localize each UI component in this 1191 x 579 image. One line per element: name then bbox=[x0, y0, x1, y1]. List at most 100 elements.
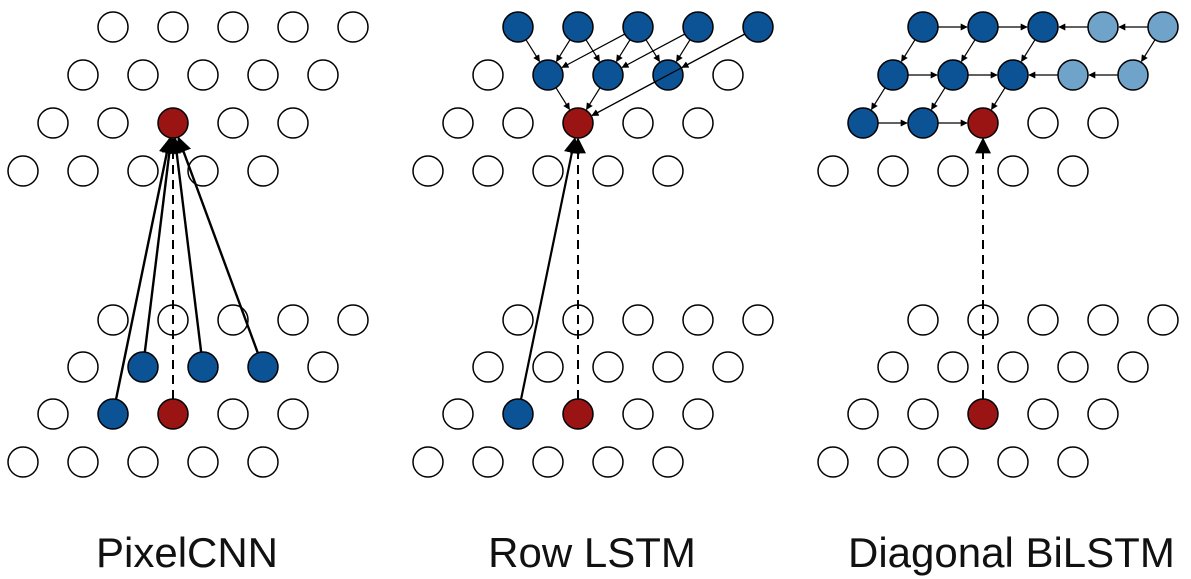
current-pixel bbox=[562, 107, 594, 139]
pixel bbox=[682, 304, 714, 336]
reverse-context-pixel bbox=[1147, 11, 1179, 43]
pixel bbox=[1117, 351, 1149, 383]
context-pixel bbox=[97, 398, 129, 430]
pixel bbox=[532, 351, 564, 383]
pixel bbox=[907, 304, 939, 336]
pixel bbox=[67, 351, 99, 383]
pixel bbox=[37, 398, 69, 430]
pixel bbox=[307, 351, 339, 383]
pixel bbox=[622, 398, 654, 430]
context-pixel bbox=[1027, 11, 1059, 43]
pixel bbox=[1027, 304, 1059, 336]
pixel bbox=[247, 59, 279, 91]
pixel bbox=[127, 446, 159, 478]
pixel bbox=[1057, 155, 1089, 187]
state-arrow bbox=[525, 39, 541, 63]
pixel bbox=[502, 304, 534, 336]
pixel bbox=[622, 107, 654, 139]
pixel bbox=[217, 304, 249, 336]
context-pixel bbox=[127, 351, 159, 383]
pixel bbox=[67, 446, 99, 478]
context-pixel bbox=[742, 11, 774, 43]
pixel bbox=[592, 155, 624, 187]
dependency-arrow bbox=[168, 137, 203, 353]
dependency-arrow bbox=[114, 137, 175, 400]
state-arrow bbox=[591, 33, 746, 117]
pixel bbox=[307, 59, 339, 91]
pixel bbox=[652, 351, 684, 383]
pixel bbox=[1057, 351, 1089, 383]
pixel bbox=[877, 446, 909, 478]
pixel bbox=[1147, 304, 1179, 336]
reverse-context-pixel bbox=[1057, 59, 1089, 91]
pixel bbox=[592, 446, 624, 478]
pixel bbox=[187, 59, 219, 91]
state-arrow bbox=[990, 87, 1006, 111]
context-pixel bbox=[247, 351, 279, 383]
pixel bbox=[682, 398, 714, 430]
pixel bbox=[277, 11, 309, 43]
dependency-arrow bbox=[176, 136, 259, 354]
pixel bbox=[157, 11, 189, 43]
pixel bbox=[712, 59, 744, 91]
context-pixel bbox=[937, 59, 969, 91]
current-pixel bbox=[967, 107, 999, 139]
pixel bbox=[67, 155, 99, 187]
context-pixel bbox=[187, 351, 219, 383]
state-arrow bbox=[555, 87, 571, 111]
pixel bbox=[187, 446, 219, 478]
pixel bbox=[1057, 446, 1089, 478]
context-pixel bbox=[562, 11, 594, 43]
current-pixel bbox=[157, 107, 189, 139]
state-arrow bbox=[900, 39, 916, 63]
state-arrow bbox=[555, 39, 571, 63]
pixel bbox=[217, 107, 249, 139]
pixel bbox=[1087, 304, 1119, 336]
state-arrow bbox=[561, 33, 626, 69]
context-pixel bbox=[502, 398, 534, 430]
pixel bbox=[412, 446, 444, 478]
pixel bbox=[997, 351, 1029, 383]
state-arrow bbox=[621, 33, 686, 69]
pixel bbox=[877, 351, 909, 383]
pixel bbox=[442, 107, 474, 139]
pixel bbox=[847, 398, 879, 430]
pixel bbox=[937, 351, 969, 383]
state-arrow bbox=[930, 87, 946, 111]
pixel bbox=[127, 59, 159, 91]
context-pixel bbox=[622, 11, 654, 43]
pixel bbox=[937, 446, 969, 478]
pixel bbox=[622, 304, 654, 336]
pixel bbox=[247, 155, 279, 187]
pixel bbox=[337, 11, 369, 43]
caption-pixelcnn: PixelCNN bbox=[95, 529, 279, 576]
context-pixel bbox=[997, 59, 1029, 91]
pixel bbox=[337, 304, 369, 336]
pixel bbox=[652, 155, 684, 187]
pixel bbox=[472, 351, 504, 383]
pixel bbox=[472, 155, 504, 187]
pixel bbox=[907, 398, 939, 430]
pixel bbox=[7, 446, 39, 478]
state-arrow bbox=[1020, 39, 1036, 63]
pixel bbox=[877, 155, 909, 187]
pixel bbox=[277, 304, 309, 336]
pixel bbox=[277, 107, 309, 139]
context-pixel bbox=[682, 11, 714, 43]
pixel bbox=[217, 398, 249, 430]
pixel bbox=[127, 155, 159, 187]
pixel bbox=[37, 107, 69, 139]
context-pixel bbox=[877, 59, 909, 91]
state-arrow bbox=[615, 39, 631, 63]
pixel bbox=[742, 304, 774, 336]
pixel bbox=[652, 446, 684, 478]
pixel bbox=[442, 398, 474, 430]
pixel bbox=[712, 351, 744, 383]
pixel bbox=[502, 107, 534, 139]
panel-pixelcnn bbox=[7, 11, 369, 478]
current-pixel bbox=[562, 398, 594, 430]
context-pixel bbox=[967, 11, 999, 43]
dependency-arrow bbox=[143, 137, 178, 353]
pixel bbox=[1087, 398, 1119, 430]
